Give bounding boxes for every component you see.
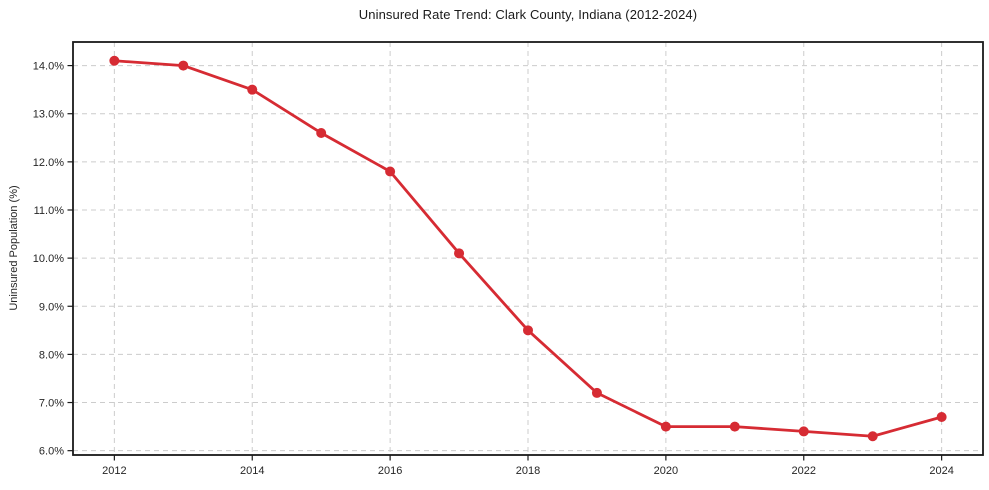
data-point-2012 xyxy=(109,55,120,66)
data-point-2023 xyxy=(867,431,878,442)
y-tick-label: 8.0% xyxy=(39,349,64,361)
y-tick-label: 13.0% xyxy=(33,109,64,121)
y-tick-label: 7.0% xyxy=(39,398,64,410)
y-tick-label: 12.0% xyxy=(33,157,64,169)
x-tick-label: 2020 xyxy=(654,465,678,477)
data-point-2019 xyxy=(591,387,602,398)
x-tick-label: 2014 xyxy=(240,465,264,477)
data-point-2013 xyxy=(178,60,189,71)
data-point-2014 xyxy=(247,84,258,95)
x-tick-label: 2024 xyxy=(929,465,953,477)
data-point-2020 xyxy=(660,421,671,432)
data-point-2015 xyxy=(316,127,327,138)
y-tick-label: 14.0% xyxy=(33,61,64,73)
y-tick-label: 6.0% xyxy=(39,446,64,458)
x-tick-label: 2022 xyxy=(792,465,816,477)
y-tick-label: 9.0% xyxy=(39,301,64,313)
data-point-2018 xyxy=(523,325,533,336)
chart-title: Uninsured Rate Trend: Clark County, Indi… xyxy=(358,7,698,22)
y-tick-label: 11.0% xyxy=(34,205,65,217)
x-tick-label: 2018 xyxy=(516,465,540,477)
data-point-2016 xyxy=(385,166,396,177)
x-tick-label: 2016 xyxy=(378,465,402,477)
data-point-2021 xyxy=(729,421,740,432)
data-point-2024 xyxy=(936,411,947,422)
x-tick-label: 2012 xyxy=(102,465,126,477)
data-point-2017 xyxy=(454,248,465,259)
data-point-2022 xyxy=(798,426,809,437)
y-tick-label: 10.0% xyxy=(33,253,64,265)
